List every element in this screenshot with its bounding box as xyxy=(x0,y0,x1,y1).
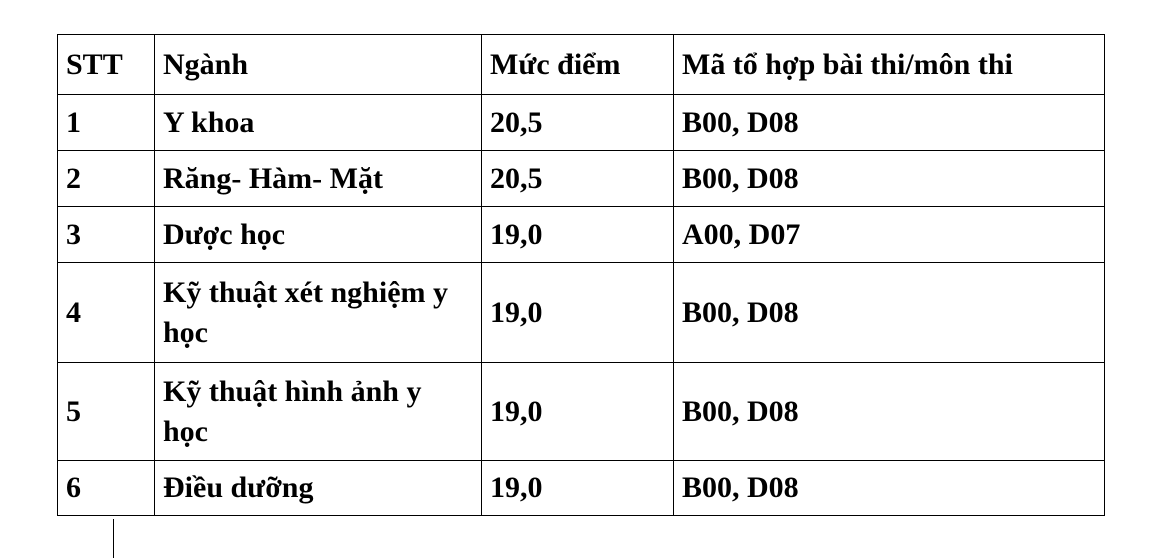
cell-stt: 4 xyxy=(57,262,155,363)
table-row: 2 Răng- Hàm- Mặt 20,5 B00, D08 xyxy=(57,150,1105,207)
table-row: 5 Kỹ thuật hình ảnh y học 19,0 B00, D08 xyxy=(57,362,1105,461)
cell-ma-to-hop: B00, D08 xyxy=(673,362,1105,461)
cell-nganh: Điều dưỡng xyxy=(154,460,482,516)
header-stt: STT xyxy=(57,34,155,95)
cell-muc-diem: 19,0 xyxy=(481,206,674,263)
cell-stt: 1 xyxy=(57,94,155,151)
cell-muc-diem: 20,5 xyxy=(481,94,674,151)
cell-nganh: Kỹ thuật hình ảnh y học xyxy=(154,362,482,461)
cell-muc-diem: 19,0 xyxy=(481,460,674,516)
cell-muc-diem: 20,5 xyxy=(481,150,674,207)
cell-muc-diem: 19,0 xyxy=(481,362,674,461)
cell-nganh: Răng- Hàm- Mặt xyxy=(154,150,482,207)
cell-stt: 2 xyxy=(57,150,155,207)
text-cursor-line xyxy=(113,519,114,558)
table-row: 1 Y khoa 20,5 B00, D08 xyxy=(57,94,1105,151)
table-row: 4 Kỹ thuật xét nghiệm y học 19,0 B00, D0… xyxy=(57,262,1105,363)
cell-nganh: Dược học xyxy=(154,206,482,263)
header-muc-diem: Mức điểm xyxy=(481,34,674,95)
cell-stt: 5 xyxy=(57,362,155,461)
cell-nganh: Y khoa xyxy=(154,94,482,151)
cell-stt: 3 xyxy=(57,206,155,263)
cell-ma-to-hop: B00, D08 xyxy=(673,262,1105,363)
cell-ma-to-hop: B00, D08 xyxy=(673,94,1105,151)
cell-ma-to-hop: A00, D07 xyxy=(673,206,1105,263)
cell-ma-to-hop: B00, D08 xyxy=(673,460,1105,516)
table-header-row: STT Ngành Mức điểm Mã tổ hợp bài thi/môn… xyxy=(57,34,1105,95)
table-row: 3 Dược học 19,0 A00, D07 xyxy=(57,206,1105,263)
cell-ma-to-hop: B00, D08 xyxy=(673,150,1105,207)
admission-scores-table: STT Ngành Mức điểm Mã tổ hợp bài thi/môn… xyxy=(57,34,1105,516)
cell-nganh: Kỹ thuật xét nghiệm y học xyxy=(154,262,482,363)
header-nganh: Ngành xyxy=(154,34,482,95)
header-ma-to-hop: Mã tổ hợp bài thi/môn thi xyxy=(673,34,1105,95)
table-row: 6 Điều dưỡng 19,0 B00, D08 xyxy=(57,460,1105,516)
cell-muc-diem: 19,0 xyxy=(481,262,674,363)
cell-stt: 6 xyxy=(57,460,155,516)
